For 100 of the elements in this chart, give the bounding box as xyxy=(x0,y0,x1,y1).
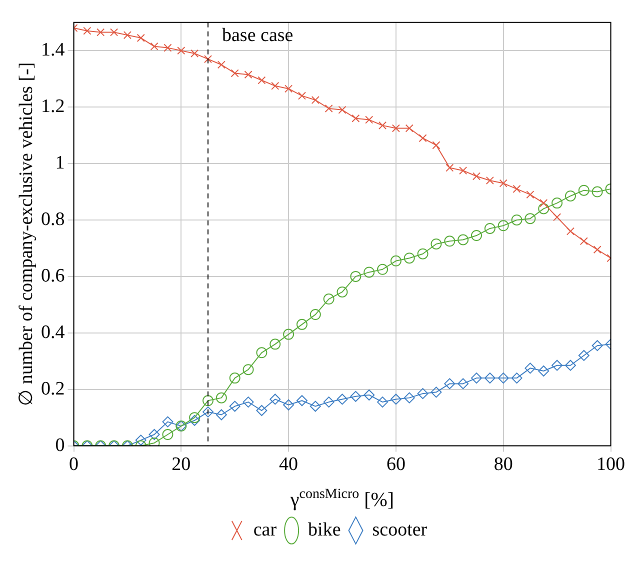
point xyxy=(511,372,522,384)
point xyxy=(336,394,348,405)
point xyxy=(296,395,308,406)
y-tick-label: 0 xyxy=(55,434,65,456)
ref-line-label: base case xyxy=(222,24,294,46)
point xyxy=(498,372,509,384)
x-tick-label: 20 xyxy=(172,454,191,476)
point xyxy=(459,166,468,175)
point xyxy=(283,328,294,340)
point xyxy=(136,34,145,42)
point xyxy=(498,220,509,232)
point xyxy=(258,76,266,84)
point xyxy=(271,82,280,90)
point xyxy=(553,213,562,222)
point xyxy=(526,190,534,199)
point xyxy=(377,396,388,408)
point xyxy=(593,246,602,254)
x-tick-label: 100 xyxy=(596,454,625,476)
point xyxy=(242,364,254,376)
point xyxy=(244,70,252,79)
point xyxy=(538,366,550,376)
point xyxy=(148,429,160,440)
legend-label: scooter xyxy=(372,519,428,540)
point xyxy=(484,222,496,234)
point xyxy=(377,264,388,275)
point xyxy=(123,31,132,40)
point xyxy=(311,96,320,104)
point xyxy=(564,190,576,202)
point xyxy=(352,114,360,122)
point xyxy=(298,92,306,100)
point xyxy=(323,294,334,305)
y-axis-title: ∅ number of company-exclusive vehicles [-] xyxy=(16,62,37,406)
point xyxy=(110,28,118,36)
point xyxy=(202,395,214,406)
point xyxy=(150,42,158,50)
x-tick-label: 0 xyxy=(69,454,78,476)
y-tick-label: 0.8 xyxy=(41,208,65,230)
point xyxy=(404,392,415,404)
y-tick-label: 1 xyxy=(55,152,65,174)
point xyxy=(430,386,442,398)
point xyxy=(552,360,563,371)
point xyxy=(390,255,402,266)
y-tick-label: 1.2 xyxy=(41,96,65,118)
point xyxy=(216,392,227,404)
point xyxy=(350,390,362,402)
point xyxy=(189,414,200,426)
point xyxy=(202,406,214,418)
point xyxy=(472,172,481,180)
point xyxy=(310,400,321,412)
point xyxy=(162,429,174,440)
y-tick-label: 1.4 xyxy=(41,40,66,61)
point xyxy=(256,347,268,358)
point xyxy=(524,213,536,224)
point xyxy=(458,234,469,246)
point xyxy=(578,350,590,361)
point xyxy=(83,26,92,35)
point xyxy=(566,227,575,236)
point xyxy=(283,399,294,410)
point xyxy=(486,176,494,185)
y-tick-label: 0.4 xyxy=(41,322,66,343)
y-tick-label: 0.6 xyxy=(41,265,65,286)
point xyxy=(284,84,293,93)
point xyxy=(444,378,456,390)
point xyxy=(580,237,588,246)
point xyxy=(323,396,334,408)
point xyxy=(229,400,240,412)
point xyxy=(189,412,200,424)
point xyxy=(471,372,482,384)
point xyxy=(430,238,442,250)
point xyxy=(296,318,308,330)
point xyxy=(177,46,186,55)
point xyxy=(578,184,590,196)
point xyxy=(256,405,268,416)
point xyxy=(230,69,239,78)
point xyxy=(417,388,428,400)
point xyxy=(135,434,146,446)
point xyxy=(444,236,456,247)
point xyxy=(350,270,362,282)
point xyxy=(432,141,440,150)
point xyxy=(511,214,522,226)
point xyxy=(164,44,172,52)
point xyxy=(364,266,375,278)
point xyxy=(392,124,400,132)
point xyxy=(336,286,348,298)
point xyxy=(405,124,414,132)
point xyxy=(378,121,387,130)
point xyxy=(499,179,508,188)
point xyxy=(458,378,469,390)
point xyxy=(310,309,321,320)
point xyxy=(552,198,563,209)
point xyxy=(417,248,428,260)
point xyxy=(404,252,415,264)
point xyxy=(242,396,254,408)
point xyxy=(216,409,227,420)
point xyxy=(96,28,105,36)
point xyxy=(512,184,521,193)
point xyxy=(592,340,603,352)
x-tick-label: 80 xyxy=(494,454,513,476)
point xyxy=(162,416,174,428)
point xyxy=(540,199,548,208)
